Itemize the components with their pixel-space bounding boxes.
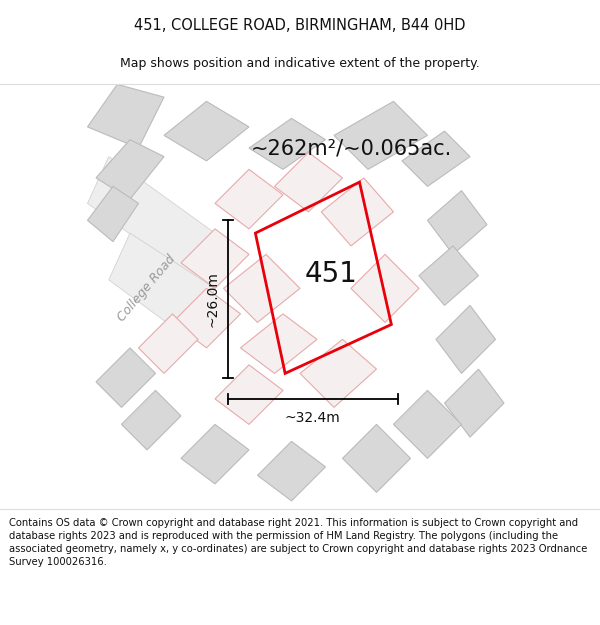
Polygon shape <box>300 339 377 408</box>
Text: College Road: College Road <box>116 253 178 324</box>
Text: Map shows position and indicative extent of the property.: Map shows position and indicative extent… <box>120 57 480 70</box>
Polygon shape <box>351 254 419 322</box>
Polygon shape <box>139 314 198 373</box>
Polygon shape <box>241 314 317 373</box>
Polygon shape <box>121 391 181 450</box>
Polygon shape <box>173 288 241 348</box>
Polygon shape <box>181 229 249 288</box>
Text: 451, COLLEGE ROAD, BIRMINGHAM, B44 0HD: 451, COLLEGE ROAD, BIRMINGHAM, B44 0HD <box>134 18 466 32</box>
Polygon shape <box>109 233 215 339</box>
Polygon shape <box>181 424 249 484</box>
Polygon shape <box>419 246 479 306</box>
Polygon shape <box>445 369 504 437</box>
Text: ~262m²/~0.065ac.: ~262m²/~0.065ac. <box>250 138 452 158</box>
Polygon shape <box>96 139 164 199</box>
Polygon shape <box>249 118 325 169</box>
Polygon shape <box>88 186 139 242</box>
Polygon shape <box>436 306 496 373</box>
Text: ~32.4m: ~32.4m <box>285 411 341 425</box>
Polygon shape <box>275 152 343 212</box>
Polygon shape <box>223 254 300 322</box>
Text: 451: 451 <box>305 260 358 288</box>
Polygon shape <box>402 131 470 186</box>
Polygon shape <box>343 424 410 493</box>
Polygon shape <box>88 84 164 148</box>
Polygon shape <box>164 101 249 161</box>
Polygon shape <box>215 169 283 229</box>
Polygon shape <box>334 101 427 169</box>
Polygon shape <box>257 441 325 501</box>
Polygon shape <box>96 348 155 408</box>
Text: ~26.0m: ~26.0m <box>206 271 220 327</box>
Polygon shape <box>88 157 215 280</box>
Polygon shape <box>215 365 283 424</box>
Polygon shape <box>427 191 487 254</box>
Text: Contains OS data © Crown copyright and database right 2021. This information is : Contains OS data © Crown copyright and d… <box>9 518 587 568</box>
Polygon shape <box>321 178 394 246</box>
Polygon shape <box>394 391 461 458</box>
